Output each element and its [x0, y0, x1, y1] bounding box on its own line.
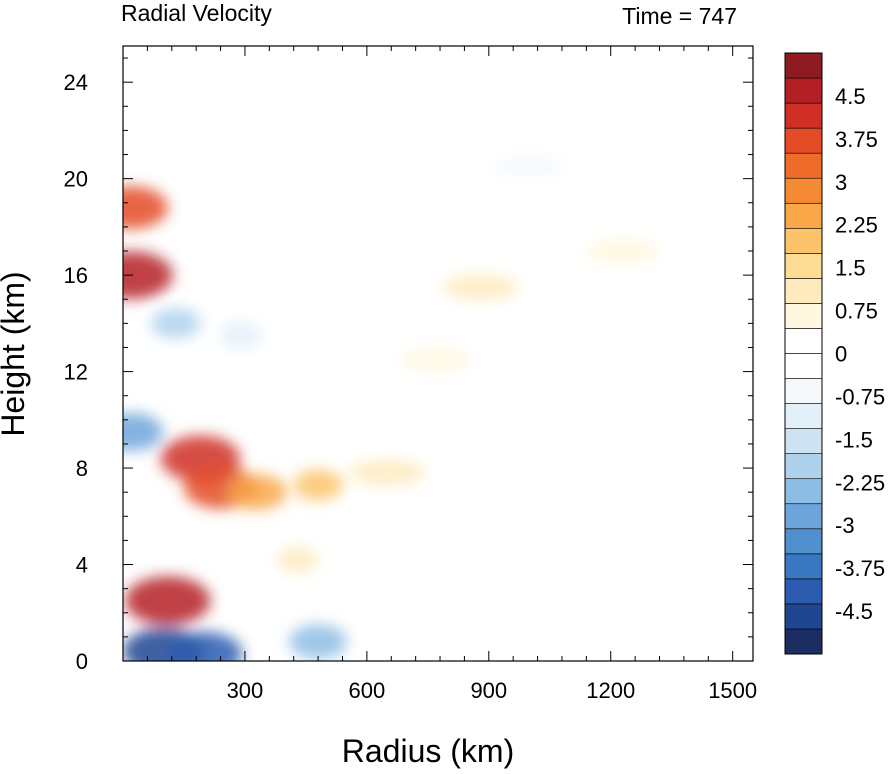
- colorbar-cell: [784, 177, 823, 204]
- y-axis-label: Height (km): [0, 271, 31, 436]
- colorbar-label: -3.75: [835, 556, 885, 581]
- colorbar-cell: [784, 453, 823, 480]
- colorbar-cell: [784, 77, 823, 104]
- x-tick-label: 600: [349, 678, 386, 703]
- colorbar-cell: [784, 528, 823, 555]
- velocity-feature-8: [151, 307, 201, 339]
- y-tick-label: 24: [64, 70, 88, 95]
- colorbar-cell: [784, 578, 823, 605]
- velocity-feature-17: [277, 546, 318, 573]
- colorbar-cell: [784, 353, 823, 379]
- x-tick-label: 300: [227, 678, 264, 703]
- y-tick-label: 12: [64, 360, 88, 385]
- colorbar-cell: [784, 102, 823, 129]
- colorbar-cell: [784, 253, 823, 279]
- colorbar: 4.5 3.75 3 2.25 1.5 0.75 0 -0.75 -1.5 -2.25 -3 -3.7…: [784, 52, 885, 655]
- colorbar-cell: [784, 278, 823, 304]
- colorbar-cell: [784, 628, 823, 655]
- x-axis-label: Radius (km): [342, 733, 514, 769]
- colorbar-cell: [784, 328, 823, 354]
- colorbar-label: -0.75: [835, 384, 885, 409]
- velocity-feature-3: [293, 469, 343, 501]
- y-tick-label: 0: [76, 649, 88, 674]
- velocity-feature-5: [124, 576, 211, 626]
- colorbar-label: 3.75: [835, 127, 878, 152]
- colorbar-cell: [784, 303, 823, 329]
- y-tick-label: 16: [64, 263, 88, 288]
- velocity-feature-7: [123, 186, 168, 229]
- colorbar-label: 1.5: [835, 256, 866, 281]
- colorbar-cell: [784, 127, 823, 154]
- colorbar-label: 4.5: [835, 84, 866, 109]
- x-tick-label: 1200: [586, 678, 635, 703]
- velocity-feature-18: [493, 154, 566, 179]
- velocity-feature-12: [166, 631, 243, 661]
- velocity-feature-2: [227, 474, 287, 510]
- colorbar-label: 0.75: [835, 299, 878, 324]
- colorbar-cell: [784, 603, 823, 630]
- y-tick-label: 20: [64, 167, 88, 192]
- colorbar-label: -4.5: [835, 599, 873, 624]
- velocity-field: [123, 154, 660, 661]
- velocity-feature-16: [400, 348, 471, 372]
- velocity-feature-9: [219, 321, 263, 350]
- y-axis: 0 4 8 12 16 20 24: [64, 57, 753, 674]
- velocity-feature-4: [349, 459, 426, 486]
- plot-frame: [122, 45, 754, 662]
- colorbar-cell: [784, 553, 823, 580]
- y-tick-label: 8: [76, 456, 88, 481]
- colorbar-label: 3: [835, 170, 847, 195]
- colorbar-label: 0: [835, 342, 847, 367]
- chart-title: Radial Velocity: [121, 0, 272, 26]
- x-tick-label: 1500: [708, 678, 757, 703]
- colorbar-label: -2.25: [835, 470, 885, 495]
- colorbar-frame: [784, 52, 823, 655]
- velocity-feature-6: [123, 251, 173, 299]
- colorbar-cell: [784, 202, 823, 229]
- y-tick-label: 4: [76, 553, 88, 578]
- velocity-feature-13: [289, 624, 348, 660]
- colorbar-cell: [784, 227, 823, 254]
- colorbar-cell: [784, 478, 823, 505]
- colorbar-cell: [784, 503, 823, 530]
- colorbar-cell: [784, 152, 823, 179]
- velocity-feature-14: [443, 274, 519, 300]
- velocity-feature-10: [123, 412, 164, 451]
- x-tick-label: 900: [470, 678, 507, 703]
- colorbar-cell: [784, 52, 823, 79]
- colorbar-cell: [784, 378, 823, 404]
- colorbar-label: 2.25: [835, 213, 878, 238]
- x-axis: 300 600 900 1200 1500: [122, 46, 757, 703]
- colorbar-label: -3: [835, 513, 855, 538]
- colorbar-cell: [784, 428, 823, 454]
- chart-subtitle: Time = 747: [622, 3, 737, 29]
- colorbar-label: -1.5: [835, 427, 873, 452]
- colorbar-cell: [784, 403, 823, 429]
- velocity-feature-15: [586, 238, 660, 264]
